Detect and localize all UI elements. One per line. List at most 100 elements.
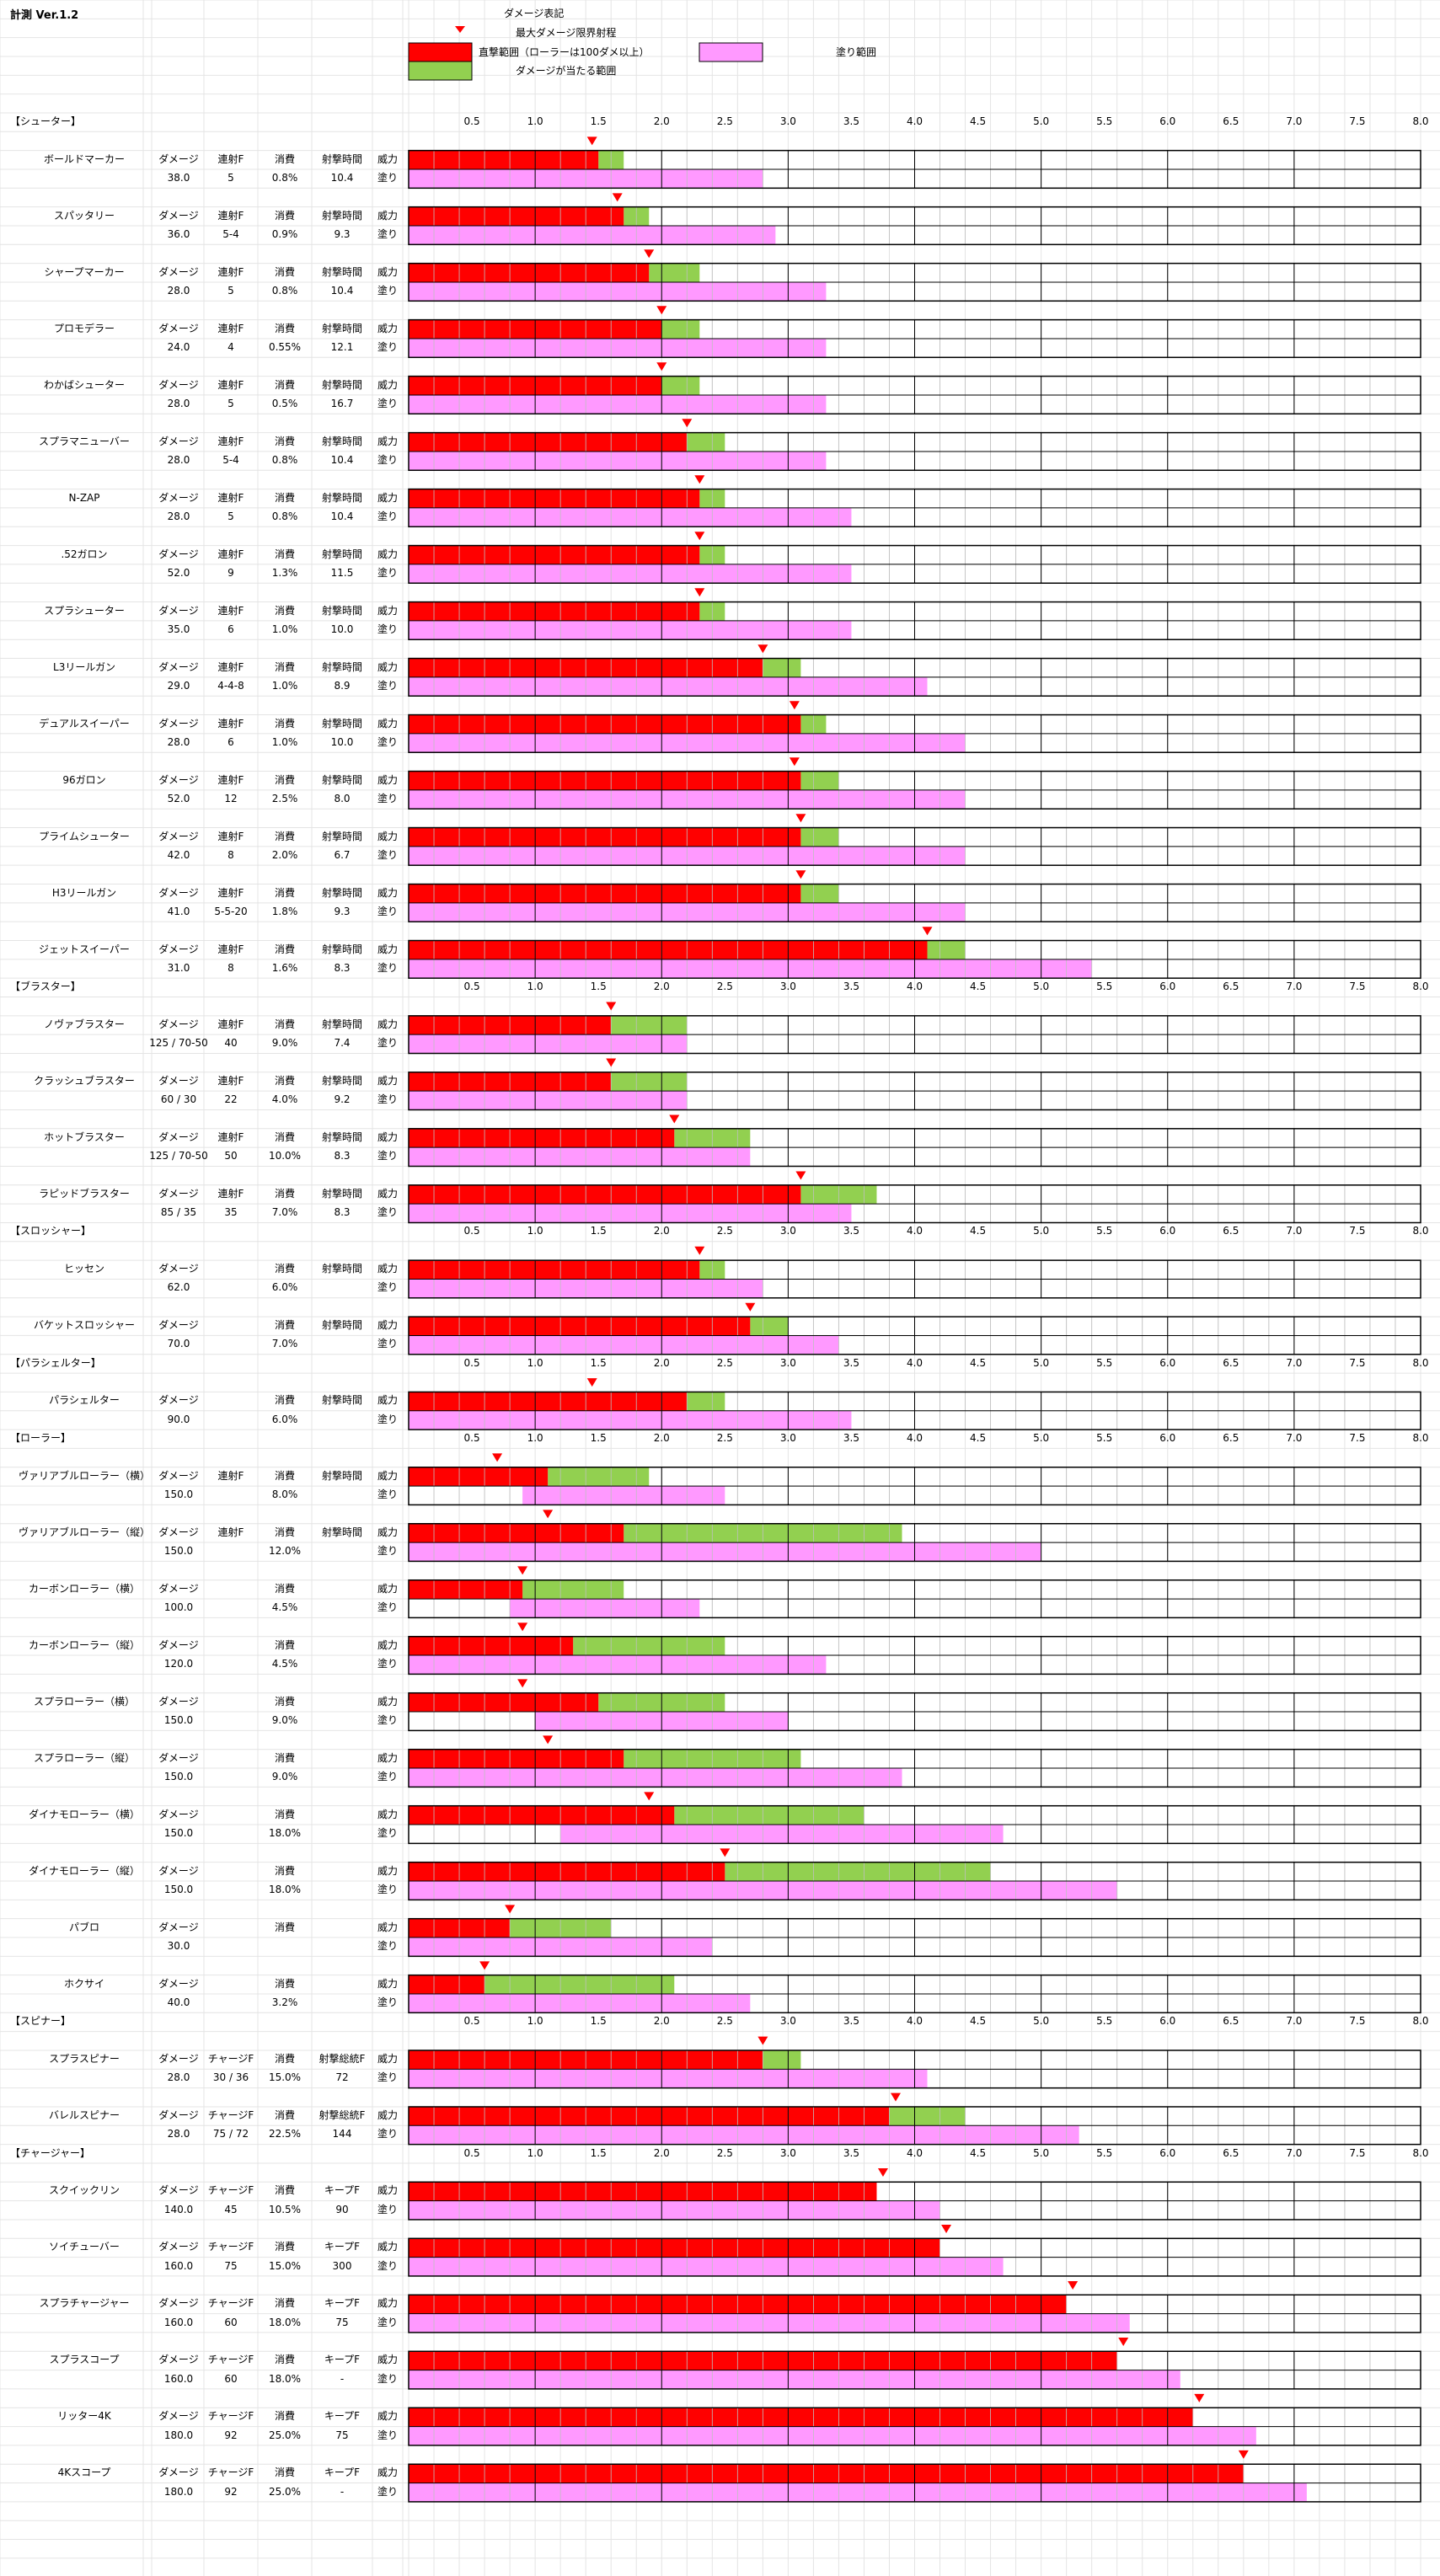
stat-label: 射撃時間 — [321, 943, 363, 955]
axis-tick-label: 1.0 — [527, 1356, 543, 1369]
stat-label: 射撃時間 — [321, 265, 363, 278]
axis-tick-label: 5.0 — [1033, 2015, 1050, 2028]
legend-pink-swatch — [699, 42, 763, 62]
stat-value: 25.0% — [268, 2429, 302, 2441]
axis-tick-label: 6.5 — [1223, 2146, 1239, 2159]
stat-label: 消費 — [274, 1582, 296, 1595]
stat-label: 射撃時間 — [321, 1526, 363, 1538]
paint-row-label: 塗り — [377, 1996, 399, 2008]
paint-range-bar — [409, 2313, 1130, 2333]
stat-label: 消費 — [274, 604, 296, 617]
stat-value: 180.0 — [163, 2429, 194, 2441]
power-row-label: 威力 — [377, 1751, 399, 1764]
max-range-marker — [1118, 2337, 1129, 2346]
axis-tick-label: 6.0 — [1159, 981, 1176, 993]
axis-tick-label: 7.0 — [1286, 1356, 1303, 1369]
stat-label: キープF — [324, 2184, 361, 2197]
stat-value: 8.3 — [334, 1150, 351, 1162]
power-row-label: 威力 — [377, 378, 399, 391]
stat-value: 75 — [224, 2259, 238, 2272]
section-title: 【スピナー】 — [10, 2015, 72, 2028]
weapon-name: ジェットスイーパー — [39, 943, 130, 955]
axis-tick-label: 3.0 — [779, 1356, 796, 1369]
stat-label: ダメージ — [158, 1394, 199, 1407]
axis-tick-label: 0.5 — [463, 1225, 480, 1237]
stat-value: 150.0 — [163, 1488, 194, 1501]
damage-range-bar — [927, 940, 966, 959]
bar-frame — [408, 1316, 1421, 1355]
stat-label: 消費 — [274, 322, 296, 334]
stat-label: 消費 — [274, 209, 296, 222]
stat-value: 9 — [228, 566, 234, 579]
stat-value: 52.0 — [167, 792, 190, 804]
axis-tick-label: 1.0 — [527, 115, 543, 127]
axis-tick-label: 6.0 — [1159, 115, 1176, 127]
paint-range-bar — [409, 1091, 688, 1110]
max-range-marker — [789, 701, 800, 710]
stat-value: 9.3 — [334, 905, 351, 917]
stat-label: 消費 — [274, 2184, 296, 2197]
stat-label: ダメージ — [158, 209, 199, 222]
damage-range-bar — [674, 1805, 865, 1825]
bar-frame — [408, 1692, 1421, 1732]
power-row-label: 威力 — [377, 1695, 399, 1708]
weapon-name: ダイナモローラー（縦） — [29, 1864, 140, 1877]
paint-row-label: 塗り — [377, 1150, 399, 1162]
max-range-marker — [789, 757, 800, 767]
legend-pink-label: 塗り範囲 — [836, 46, 877, 58]
stat-value: 10.4 — [330, 510, 354, 522]
direct-hit-bar — [409, 263, 650, 282]
power-row-label: 威力 — [377, 2354, 399, 2366]
stat-label: キープF — [324, 2410, 361, 2423]
stat-label: チャージF — [207, 2466, 254, 2479]
page-title: 計測 Ver.1.2 — [10, 9, 79, 22]
direct-hit-bar — [409, 489, 700, 508]
power-row-label: 威力 — [377, 773, 399, 786]
paint-row-label: 塗り — [377, 2429, 399, 2441]
axis-tick-label: 5.0 — [1033, 1432, 1050, 1445]
direct-hit-bar — [409, 1579, 523, 1600]
stat-label: 消費 — [274, 886, 296, 899]
max-range-marker — [745, 1302, 756, 1312]
stat-label: 射撃時間 — [321, 830, 363, 842]
axis-tick-label: 7.5 — [1349, 2015, 1366, 2028]
bar-frame — [408, 1974, 1421, 2014]
paint-range-bar — [510, 1599, 700, 1618]
stat-value: 6.7 — [334, 848, 351, 861]
stat-label: 射撃時間 — [321, 660, 363, 673]
paint-row-label: 塗り — [377, 510, 399, 522]
direct-hit-bar — [409, 1260, 700, 1280]
paint-range-bar — [409, 225, 776, 245]
axis-tick-label: 6.5 — [1223, 981, 1239, 993]
bar-frame — [408, 488, 1421, 528]
axis-tick-label: 2.5 — [716, 1225, 733, 1237]
stat-value: 28.0 — [167, 2071, 190, 2084]
stat-label: 消費 — [274, 1921, 296, 1933]
power-row-label: 威力 — [377, 1921, 399, 1933]
stat-value: 5 — [228, 284, 234, 297]
axis-tick-label: 1.0 — [527, 1225, 543, 1237]
direct-hit-bar — [409, 1692, 599, 1713]
stat-value: 92 — [224, 2485, 238, 2498]
weapon-name: ホクサイ — [63, 1977, 105, 1990]
power-row-label: 威力 — [377, 1187, 399, 1200]
stat-value: 150.0 — [163, 1714, 194, 1727]
axis-tick-label: 7.5 — [1349, 2146, 1366, 2159]
stat-label: 消費 — [274, 660, 296, 673]
damage-range-bar — [649, 263, 700, 282]
stat-label: 連射F — [217, 322, 244, 334]
bar-frame — [408, 1748, 1421, 1788]
stat-label: ダメージ — [158, 491, 199, 504]
stat-label: ダメージ — [158, 1469, 199, 1482]
stat-label: 消費 — [274, 1695, 296, 1708]
stat-value: 5-4 — [222, 227, 239, 240]
max-range-marker — [757, 2036, 768, 2045]
weapon-name: ソイチューバー — [49, 2241, 120, 2253]
axis-tick-label: 7.0 — [1286, 115, 1303, 127]
max-range-marker — [644, 1792, 655, 1801]
weapon-name: ヴァリアブルローラー（縦） — [18, 1526, 151, 1538]
stat-value: 6.0% — [271, 1413, 298, 1425]
paint-range-bar — [409, 394, 827, 414]
axis-tick-label: 7.0 — [1286, 1432, 1303, 1445]
axis-tick-label: 1.0 — [527, 2146, 543, 2159]
